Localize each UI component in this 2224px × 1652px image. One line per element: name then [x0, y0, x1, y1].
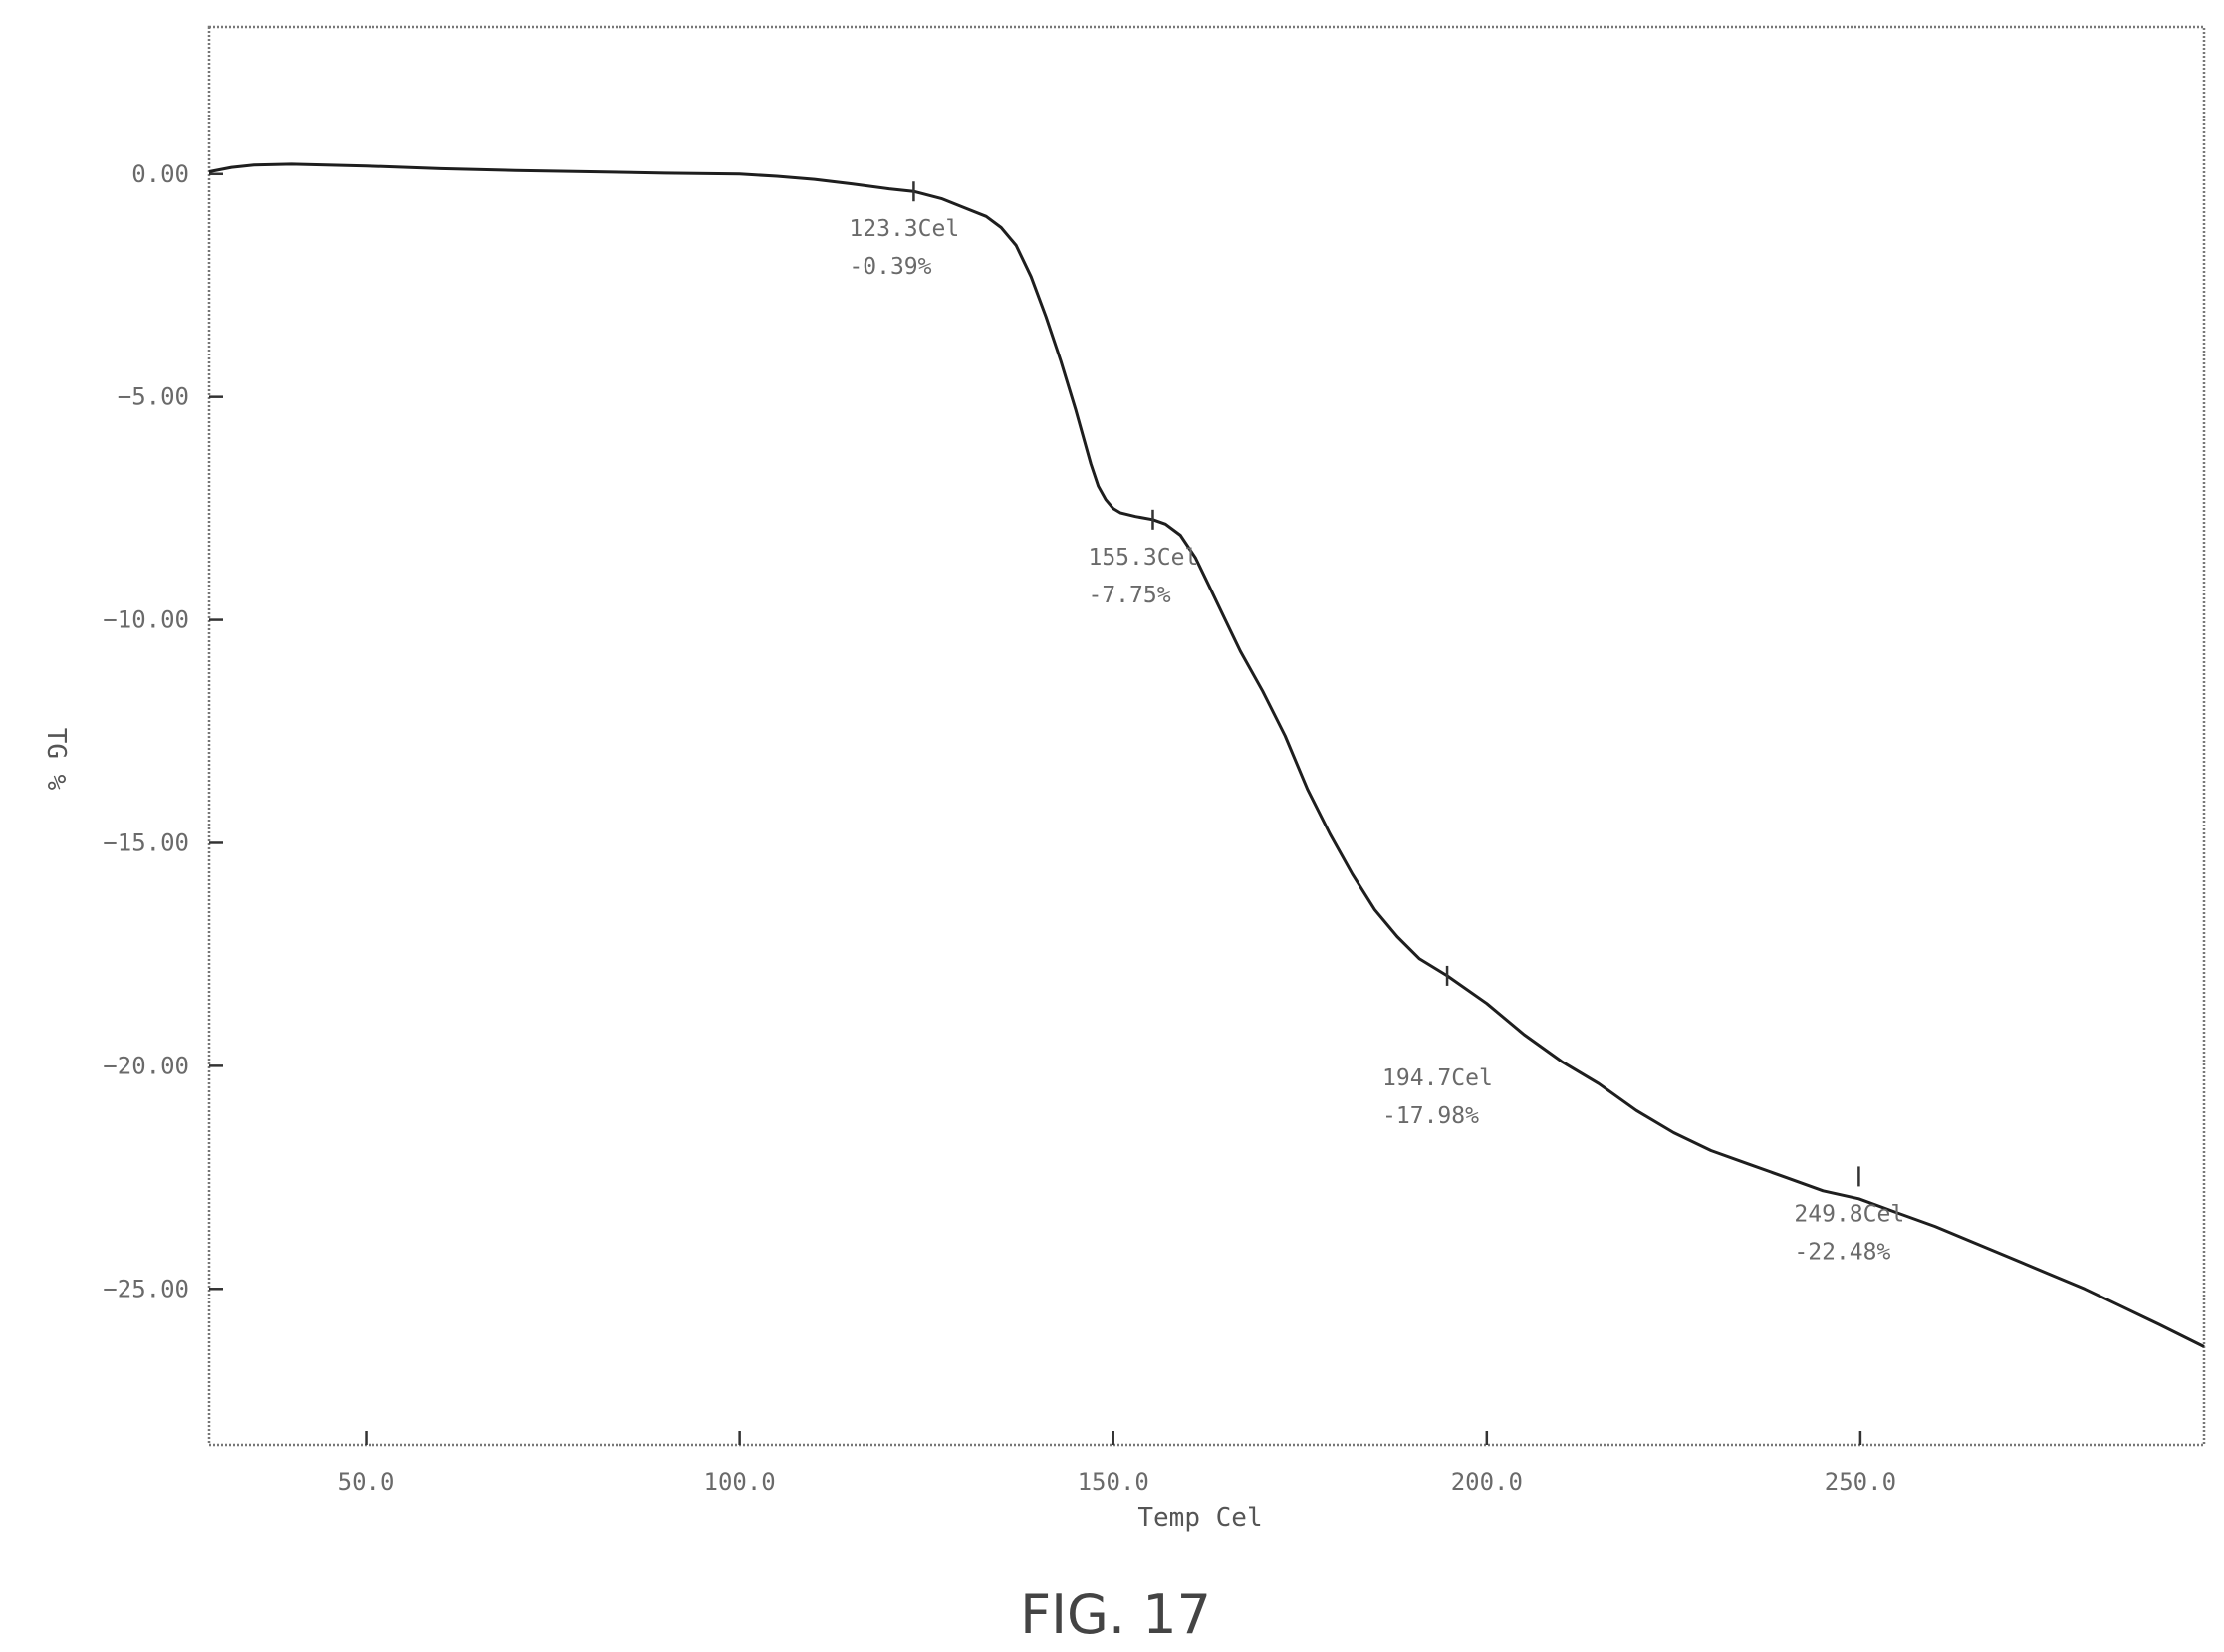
y-tick-label: −10.00 [103, 606, 189, 634]
plot-frame [207, 25, 2206, 1447]
annotation-label: -0.39% [849, 254, 931, 280]
annotation-label: 194.7Cel [1382, 1065, 1493, 1091]
x-tick-label: 150.0 [1078, 1468, 1149, 1496]
figure-caption: FIG. 17 [1020, 1583, 1211, 1646]
x-tick-label: 250.0 [1825, 1468, 1896, 1496]
annotation-label: -22.48% [1794, 1239, 1890, 1265]
x-tick-label: 200.0 [1451, 1468, 1523, 1496]
x-tick-label: 100.0 [704, 1468, 776, 1496]
y-tick-label: −25.00 [103, 1275, 189, 1302]
annotations: 123.3Cel -0.39% 155.3Cel -7.75% 194.7Cel -17.… [849, 181, 1904, 1265]
tg-curve [208, 162, 2205, 1348]
annotation-label: 123.3Cel [849, 216, 959, 242]
annotation-label: 155.3Cel [1088, 545, 1198, 571]
annotation-label: -17.98% [1382, 1103, 1479, 1129]
annotation-label: 249.8Cel [1794, 1201, 1904, 1227]
y-tick-label: −15.00 [103, 828, 189, 856]
y-axis-title: TG % [41, 728, 71, 791]
y-axis: 0.00 −5.00 −10.00 −15.00 −20.00 −25.00 [103, 160, 223, 1302]
x-axis: 50.0 100.0 150.0 200.0 250.0 [338, 1431, 1896, 1496]
x-axis-title: Temp Cel [1137, 1503, 1262, 1533]
annotation-label: -7.75% [1088, 583, 1170, 608]
y-tick-label: −20.00 [103, 1052, 189, 1079]
y-tick-label: −5.00 [118, 383, 189, 411]
x-tick-label: 50.0 [338, 1468, 395, 1496]
y-tick-label: 0.00 [131, 160, 189, 188]
